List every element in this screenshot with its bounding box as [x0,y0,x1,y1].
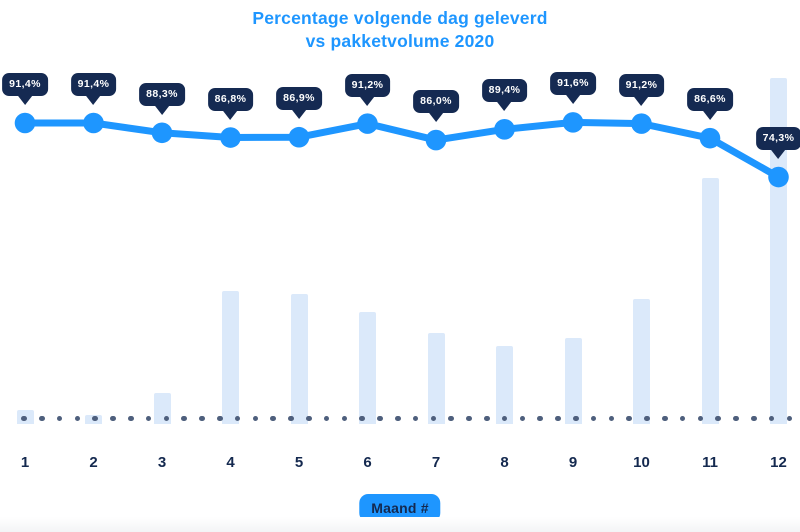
baseline-dot [412,415,419,422]
baseline-dot [715,415,721,422]
baseline-dot [573,415,579,422]
volume-bar [564,337,582,424]
x-axis-label: 2 [89,454,98,471]
baseline-dot [56,415,63,422]
volume-bar [222,291,239,424]
volume-bar [701,177,719,424]
data-label-tooltip: 91,6% [550,72,596,96]
x-axis-label: 12 [770,454,787,471]
baseline-dot [359,415,365,422]
x-axis-label: 11 [702,454,718,471]
chart-title-line1: Percentage volgende dag geleverd [252,8,548,28]
x-axis-label: 1 [20,454,30,471]
baseline-dot [288,415,294,422]
x-axis-label: 6 [363,454,372,471]
line-point [562,112,584,133]
data-label-tooltip: 91,4% [2,73,48,96]
x-axis-label: 3 [157,454,167,471]
baseline-dot [662,415,668,422]
baseline-dot [199,415,205,422]
baseline-dot [181,415,187,422]
baseline-dot [733,415,739,422]
x-axis-label: 4 [226,454,235,471]
baseline-dot [323,415,330,422]
x-axis-label: 5 [294,454,304,471]
baseline-dot [484,415,490,422]
volume-bar [290,293,308,424]
volume-bar [633,299,650,424]
baseline-dot [644,415,650,422]
baseline-dot [501,415,508,422]
baseline-dot [395,415,401,422]
baseline-dot [751,415,757,422]
data-label-tooltip: 86,8% [207,87,254,111]
x-axis-label: 10 [633,454,650,471]
baseline-dot [128,415,134,422]
data-label-tooltip: 91,2% [618,73,665,97]
baseline-dot [448,415,454,422]
baseline-dot [21,415,27,422]
line-point [494,119,515,140]
line-point [83,112,104,134]
baseline-dot [234,415,241,422]
line-point [357,113,378,134]
baseline-dot [679,415,686,422]
data-label-tooltip: 89,4% [481,79,528,103]
line-point [288,126,310,148]
baseline-dot [626,415,632,422]
line-point [699,127,721,149]
volume-bar [359,311,376,424]
x-axis-label: 7 [431,454,441,471]
baseline-dot [252,415,259,422]
baseline-dot [519,415,526,422]
data-label-tooltip: 91,2% [344,73,391,97]
baseline-dot [163,415,170,422]
baseline-dot [217,415,223,422]
baseline-dot [430,415,437,422]
data-label-tooltip: 86,9% [276,87,322,111]
chart-title-line2: vs pakketvolume 2020 [305,31,495,51]
data-label-tooltip: 88,3% [139,82,185,106]
line-point [631,113,652,134]
baseline-dot [377,415,383,422]
baseline-dot [341,415,348,422]
baseline-dot [555,415,561,422]
baseline-dot [39,415,45,422]
baseline-dot [608,415,615,422]
chart-title: Percentage volgende dag geleverd vs pakk… [0,7,800,53]
baseline-dot [74,415,81,422]
line-point [220,127,241,148]
x-axis-label: 8 [500,454,509,471]
baseline-dot [110,415,116,422]
x-axis-label: 9 [568,454,578,471]
data-label-tooltip: 74,3% [755,127,800,151]
baseline-dot [768,415,775,422]
baseline-dot [697,415,704,422]
baseline-dot [145,415,152,422]
data-label-tooltip: 91,4% [70,73,117,96]
data-label-tooltip: 86,6% [687,88,733,112]
baseline-dot [92,415,98,422]
line-point [151,122,173,144]
baseline-dot [537,415,543,422]
volume-bar [427,333,445,424]
line-point [425,129,447,151]
baseline-dot [270,415,276,422]
line-path [21,118,782,181]
baseline-dot [590,415,597,422]
line-point [14,112,36,134]
baseline-dot [466,415,472,422]
baseline-dot [786,415,793,422]
data-label-tooltip: 86,0% [413,90,459,114]
volume-bar [496,346,513,424]
baseline-dot [306,415,312,422]
bottom-fade [0,517,800,532]
